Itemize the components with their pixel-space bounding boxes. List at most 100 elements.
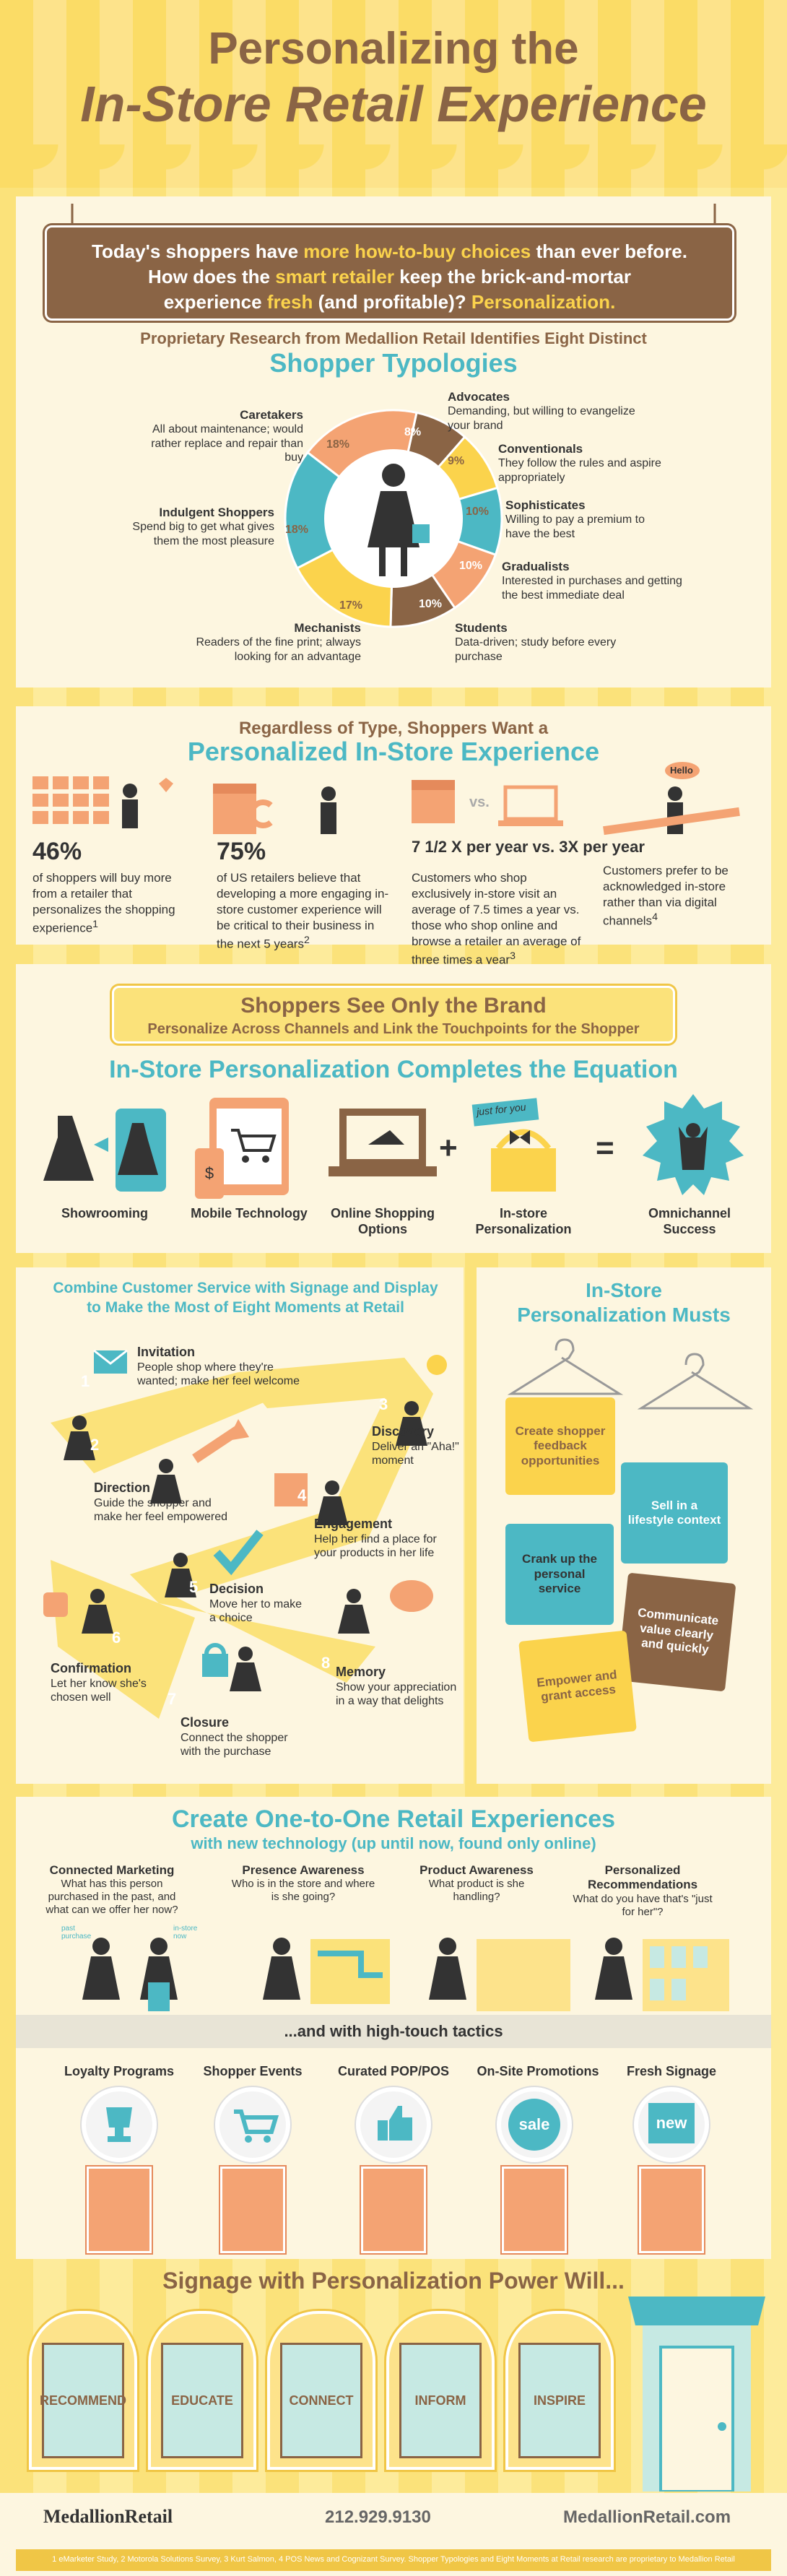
sale-label: sale: [508, 2099, 560, 2151]
intro-line-3: experience fresh (and profitable)? Perso…: [163, 291, 616, 313]
must-feedback: Create shopper feedback opportunities: [505, 1397, 615, 1495]
must-empower: Empower and grant access: [518, 1630, 637, 1743]
oneone-presence: Presence Awareness Who is in the store an…: [231, 1863, 375, 1904]
moments-path-diagram: [43, 1349, 447, 1719]
hightouch-label: ...and with high-touch tactics: [284, 2022, 503, 2040]
cart-icon: [215, 2087, 290, 2162]
label-students: Students Data-driven; study before every …: [455, 621, 617, 663]
window-recommend-label: RECOMMEND: [40, 2343, 126, 2458]
equation-title: In-Store Personalization Completes the E…: [109, 1056, 678, 1083]
footer-logo: MedallionRetail: [43, 2506, 173, 2527]
pct-students: 10%: [419, 598, 443, 610]
moment-num-3: 3: [379, 1395, 388, 1413]
arrow-icon: [192, 1419, 249, 1463]
puzzle-icon: [274, 1473, 308, 1506]
moment-num-8: 8: [321, 1654, 331, 1672]
tactic-signage: Fresh Signage: [626, 2064, 717, 2078]
hightouch-bar: [16, 2015, 771, 2048]
moment-engagement: Engagement Help her find a place for your…: [314, 1517, 437, 1559]
trophy-icon: [82, 2087, 157, 2162]
footer-notes: 1 eMarketer Study, 2 Motorola Solutions …: [16, 2549, 771, 2571]
intro-line-1: Today's shoppers have more how-to-buy ch…: [92, 240, 687, 262]
stat-75: 75%: [217, 838, 266, 865]
label-instore-personalization: In-store Personalization: [475, 1206, 572, 1236]
moments-title: Combine Customer Service with Signage an…: [53, 1280, 438, 1317]
svg-text:$: $: [205, 1164, 214, 1182]
awning-scallop: [0, 144, 787, 195]
envelope-icon: [93, 1349, 128, 1374]
window-connect-label: CONNECT: [280, 2343, 362, 2458]
pct-conventionals: 9%: [448, 455, 465, 467]
tactic-curated: Curated POP/POS: [337, 2064, 450, 2078]
footer-phone[interactable]: 212.929.9130: [325, 2507, 431, 2527]
checkmark-icon: [213, 1530, 264, 1576]
lock-icon: [202, 1643, 228, 1677]
equals-sign: =: [596, 1130, 614, 1166]
new-sign-icon: new: [634, 2087, 709, 2162]
oneone-subtitle: with new technology (up until now, found…: [191, 1834, 596, 1852]
store-magnet-icon: [213, 784, 336, 834]
moment-num-4: 4: [297, 1486, 307, 1504]
oneone-product: Product Awareness What product is she han…: [419, 1863, 534, 1904]
label-showrooming: Showrooming: [61, 1206, 148, 1220]
moment-direction: Direction Guide the shopper and make her …: [94, 1480, 227, 1523]
new-label: new: [648, 2103, 695, 2143]
window-inform-label: INFORM: [399, 2343, 482, 2458]
sale-icon: sale: [497, 2087, 572, 2162]
window-inspire: INSPIRE: [505, 2311, 614, 2470]
oneone-recommendations: Personalized Recommendations What do you …: [573, 1863, 713, 1918]
pedestal-2: [220, 2167, 285, 2253]
stat-46-text: of shoppers will buy more from a retaile…: [32, 871, 175, 935]
window-educate-label: EDUCATE: [161, 2343, 243, 2458]
label-online-shopping: Online Shopping Options: [331, 1206, 435, 1236]
moment-shopper-figures: [64, 1401, 427, 1691]
oneone-connected: Connected Marketing What has this person …: [45, 1863, 178, 1917]
thumbs-up-sign-icon: [356, 2087, 431, 2162]
moment-invitation: Invitation People shop where they're want…: [137, 1345, 300, 1387]
store-vs-laptop-icon: [412, 780, 563, 826]
typologies-kicker: Proprietary Research from Medallion Reta…: [140, 329, 647, 347]
pedestal-5: [639, 2167, 704, 2253]
online-shopping-icon: [329, 1109, 437, 1176]
brand-banner: Shoppers See Only the Brand Personalize …: [112, 986, 675, 1044]
window-educate: EDUCATE: [148, 2311, 256, 2470]
must-personal-service: Crank up the personal service: [505, 1524, 614, 1625]
intro-line-2: How does the smart retailer keep the bri…: [148, 266, 631, 288]
brand-title: Shoppers See Only the Brand: [240, 994, 547, 1018]
stat-visits-text: Customers who shop exclusively in-store …: [412, 871, 581, 968]
stores-grid-icon: [32, 776, 173, 828]
hanging-sign-strings: [71, 204, 716, 227]
mobile-technology-icon: $: [195, 1098, 289, 1199]
typologies-donut-chart: [284, 409, 503, 628]
vs-label: vs.: [469, 794, 490, 810]
label-conventionals: Conventionals They follow the rules and a…: [498, 442, 661, 484]
must-communicate: Communicate value clearly and quickly: [617, 1572, 736, 1692]
shopper-figure-icon: [368, 464, 430, 576]
window-recommend: RECOMMEND: [29, 2311, 137, 2470]
hello-bubble: Hello: [670, 765, 693, 776]
oneone-title: Create One-to-One Retail Experiences: [171, 1805, 616, 1833]
personalized-kicker: Regardless of Type, Shoppers Want a: [238, 719, 549, 738]
omnichannel-success-icon: [643, 1094, 744, 1195]
label-caretakers: Caretakers All about maintenance; would r…: [151, 408, 303, 464]
window-connect: CONNECT: [267, 2311, 375, 2470]
footer-website-link[interactable]: MedallionRetail.com: [563, 2507, 731, 2527]
stat-46: 46%: [32, 838, 82, 865]
acknowledged-icon: [603, 762, 740, 836]
moment-num-5: 5: [189, 1578, 199, 1596]
pct-mechanists: 17%: [339, 599, 363, 612]
moment-memory: Memory Show your appreciation in a way th…: [336, 1665, 457, 1707]
label-omnichannel-success: Omnichannel Success: [648, 1206, 731, 1236]
signage-title: Signage with Personalization Power Will.…: [162, 2268, 625, 2294]
label-gradualists: Gradualists Interested in purchases and g…: [502, 560, 682, 602]
moment-discovery: Discovery Deliver an "Aha!" moment: [372, 1424, 459, 1467]
pedestal-3: [361, 2167, 426, 2253]
intro-box: Today's shoppers have more how-to-buy ch…: [45, 225, 734, 321]
plus-sign: +: [439, 1130, 458, 1166]
pct-indulgent: 18%: [285, 524, 309, 536]
instore-now-label: in-store now: [173, 1925, 198, 1940]
pct-gradualists: 10%: [459, 560, 483, 572]
label-advocates: Advocates Demanding, but willing to evang…: [448, 390, 635, 432]
moments-panel: [16, 1267, 464, 1784]
moment-confirmation: Confirmation Let her know she's chosen we…: [51, 1661, 147, 1704]
